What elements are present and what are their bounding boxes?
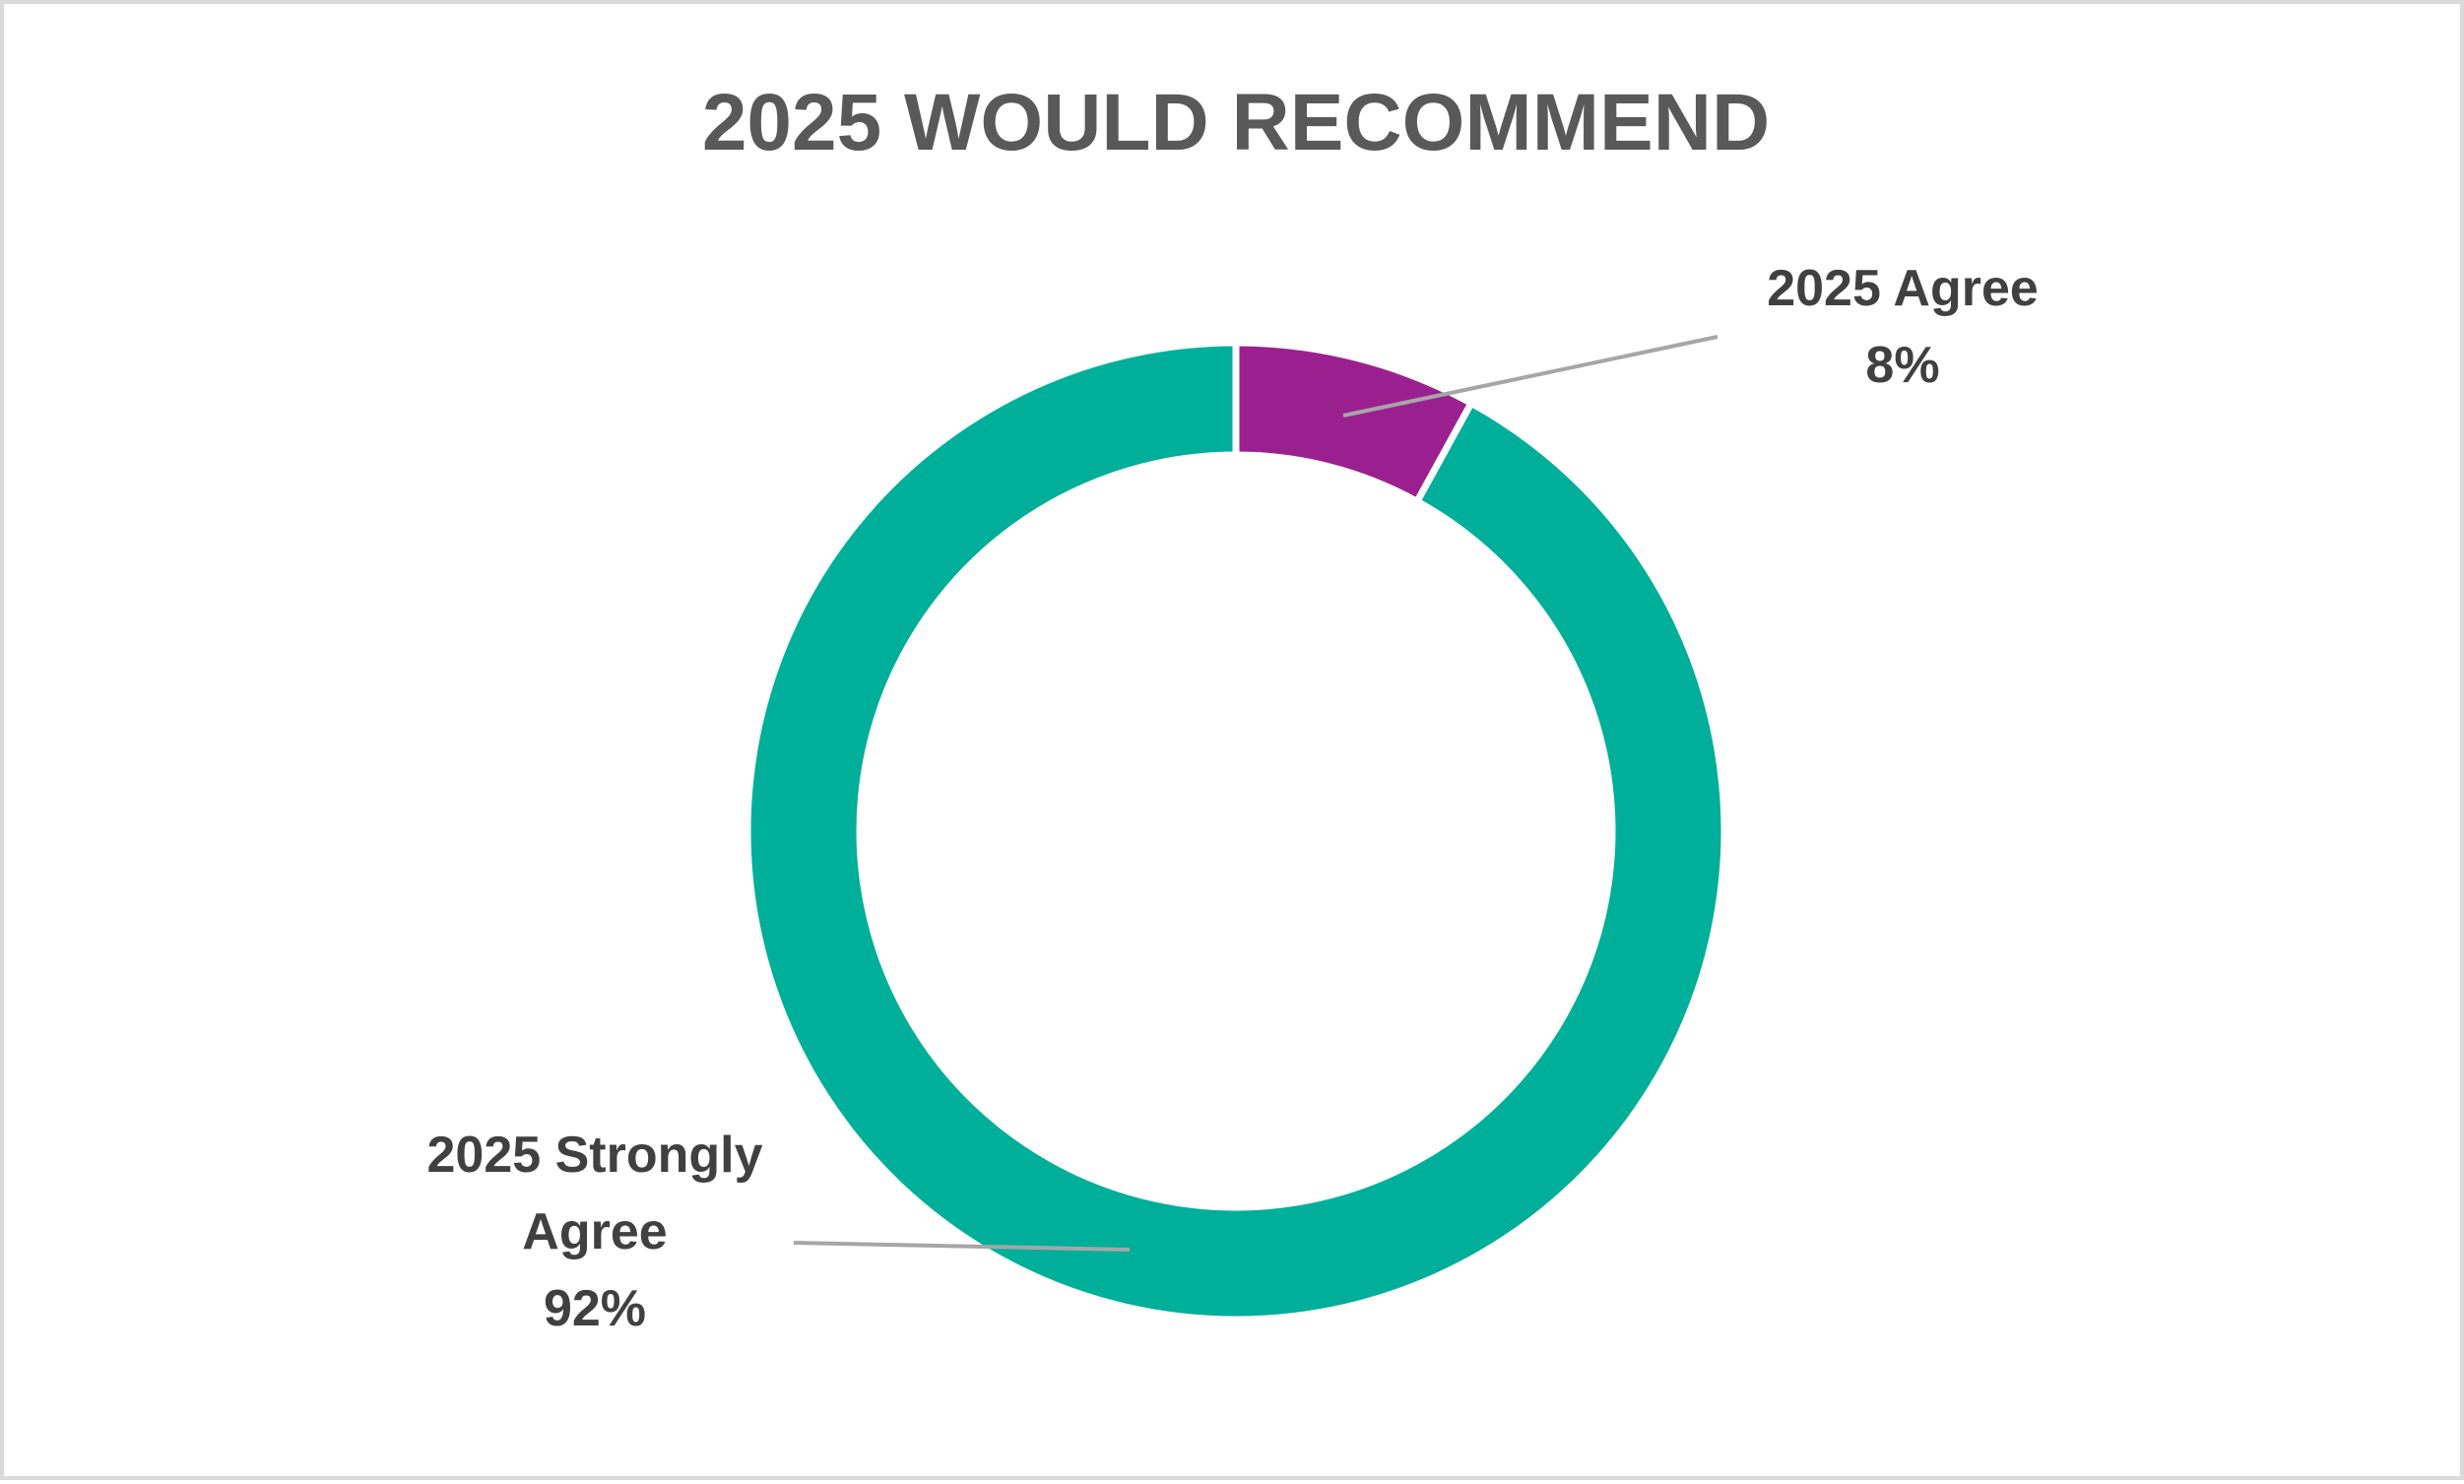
- leader-lines-group: [793, 335, 1718, 1252]
- slice-2025-strongly-agree: [744, 339, 1728, 1323]
- doughnut-chart: 2025 WOULD RECOMMEND 2025 Agree 8% 2025 St…: [426, 78, 2038, 1337]
- leader-line-2025-strongly-agree: [793, 1241, 1131, 1252]
- data-label-line: 92%: [544, 1280, 646, 1337]
- leader-line-2025-agree: [1342, 335, 1718, 418]
- data-label-2025-agree: 2025 Agree 8%: [1767, 260, 2039, 394]
- data-label-2025-strongly-agree: 2025 Strongly Agree 92%: [426, 1127, 762, 1337]
- data-label-line: 2025 Strongly: [426, 1127, 762, 1184]
- data-label-line: Agree: [522, 1203, 667, 1260]
- slices-group: [744, 339, 1728, 1323]
- data-labels-group: 2025 Agree 8% 2025 Strongly Agree 92%: [426, 260, 2038, 1337]
- chart-title: 2025 WOULD RECOMMEND: [702, 78, 1770, 167]
- data-label-line: 2025 Agree: [1767, 260, 2039, 317]
- data-label-line: 8%: [1865, 337, 1939, 394]
